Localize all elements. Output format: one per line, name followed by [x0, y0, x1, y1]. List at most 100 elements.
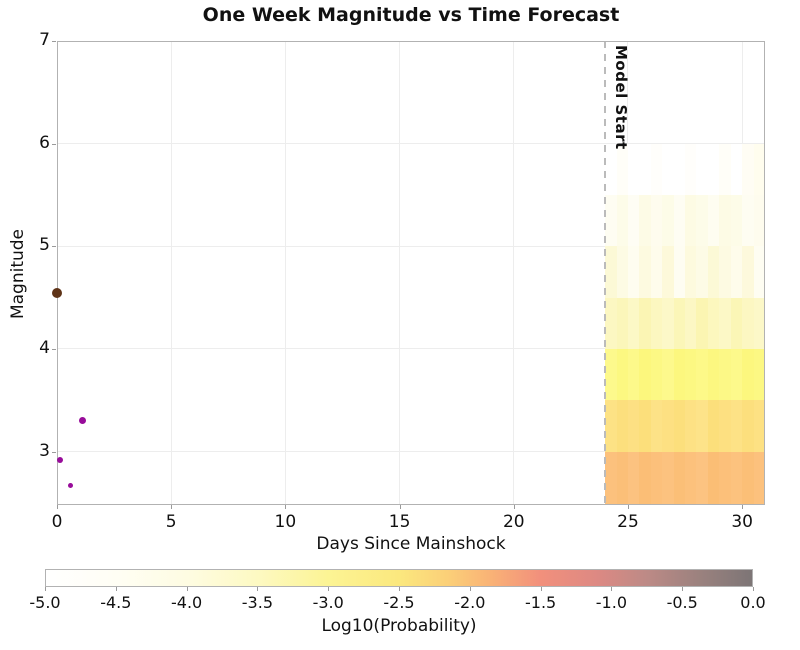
colorbar-tick-mark: [257, 587, 259, 591]
heatmap-cell: [685, 297, 697, 350]
x-tick-mark: [57, 505, 58, 509]
colorbar-tick-mark: [682, 587, 684, 591]
colorbar-tick-mark: [186, 587, 188, 591]
heatmap-cell: [639, 400, 652, 452]
heatmap-cell: [753, 194, 766, 247]
heatmap-cell: [753, 400, 766, 452]
heatmap-cell: [616, 143, 629, 196]
colorbar-tick-mark: [328, 587, 330, 591]
colorbar-tick-label: -4.5: [100, 593, 132, 612]
heatmap-cell: [707, 246, 720, 299]
colorbar-tick-label: -1.0: [595, 593, 627, 612]
x-tick-mark: [742, 505, 744, 509]
heatmap-cell: [673, 297, 686, 350]
scatter-point-aftershock: [57, 456, 64, 463]
grid-line-x: [284, 41, 286, 505]
grid-line-y: [57, 245, 765, 247]
heatmap-cell: [627, 143, 640, 196]
heatmap-cell: [639, 297, 652, 350]
heatmap-cell: [662, 297, 675, 350]
scatter-point-mainshock: [52, 287, 62, 298]
scatter-point-aftershock: [68, 482, 74, 488]
heatmap-cell: [662, 143, 675, 196]
heatmap-cell: [662, 194, 675, 247]
heatmap-cell: [605, 194, 618, 247]
heatmap-cell: [719, 348, 732, 401]
grid-line-y: [57, 348, 765, 350]
y-tick-mark: [52, 348, 56, 350]
scatter-point-aftershock: [78, 417, 86, 425]
colorbar-tick-mark: [540, 587, 542, 591]
heatmap-cell: [639, 246, 652, 299]
colorbar-tick-mark: [45, 587, 46, 591]
colorbar-tick-mark: [611, 587, 613, 591]
heatmap-cell: [627, 194, 640, 247]
heatmap-cell: [673, 400, 686, 452]
heatmap-cell: [627, 451, 640, 506]
heatmap-cell: [627, 348, 640, 401]
heatmap-cell: [650, 143, 663, 196]
heatmap-cell: [742, 194, 755, 247]
grid-line-y: [57, 40, 765, 42]
heatmap-cell: [707, 297, 720, 350]
grid-line-x: [399, 41, 401, 505]
heatmap-cell: [696, 194, 709, 247]
heatmap-cell: [616, 246, 629, 299]
x-tick-label: 30: [731, 512, 753, 532]
heatmap-cell: [650, 400, 663, 452]
heatmap-cell: [616, 451, 629, 506]
heatmap-cell: [616, 400, 629, 452]
heatmap-cell: [662, 451, 675, 506]
colorbar-label: Log10(Probability): [321, 616, 477, 636]
chart-title: One Week Magnitude vs Time Forecast: [202, 4, 620, 26]
x-tick-mark: [627, 505, 629, 509]
x-tick-label: 0: [51, 512, 63, 532]
x-axis-label: Days Since Mainshock: [316, 534, 506, 554]
y-axis-label: Magnitude: [8, 228, 28, 320]
heatmap-cell: [730, 194, 743, 247]
y-tick-label: 6: [39, 132, 50, 153]
colorbar-tick-mark: [115, 587, 117, 591]
y-tick-mark: [52, 143, 56, 145]
heatmap-cell: [696, 348, 709, 401]
colorbar-tick-label: -2.0: [454, 593, 486, 612]
heatmap-cell: [616, 348, 629, 401]
heatmap-cell: [605, 246, 618, 299]
heatmap-cell: [685, 348, 697, 401]
y-tick-mark: [52, 246, 56, 248]
y-tick-mark: [52, 451, 56, 453]
heatmap-cell: [719, 297, 732, 350]
heatmap-cell: [627, 297, 640, 350]
heatmap-cell: [696, 246, 709, 299]
heatmap-cell: [742, 246, 755, 299]
x-tick-mark: [171, 505, 173, 509]
heatmap-cell: [685, 451, 697, 506]
heatmap-cell: [696, 143, 709, 196]
heatmap-cell: [719, 451, 732, 506]
y-tick-label: 7: [39, 30, 50, 50]
heatmap-cell: [605, 297, 618, 350]
heatmap-cell: [673, 194, 686, 247]
heatmap-cell: [662, 348, 675, 401]
heatmap-cell: [753, 143, 766, 196]
heatmap-cell: [673, 246, 686, 299]
grid-line-y: [57, 143, 765, 145]
heatmap-cell: [627, 246, 640, 299]
heatmap-cell: [707, 400, 720, 452]
x-tick-label: 10: [274, 512, 297, 532]
heatmap-cell: [730, 400, 743, 452]
model-start-label: Model Start: [612, 45, 631, 150]
heatmap-cell: [707, 143, 720, 196]
heatmap-cell: [707, 194, 720, 247]
grid-line-y: [57, 451, 765, 453]
colorbar: [45, 569, 753, 587]
heatmap-cell: [719, 400, 732, 452]
colorbar-tick-label: -1.5: [524, 593, 557, 612]
y-tick-mark: [52, 41, 56, 42]
x-tick-mark: [399, 505, 401, 509]
heatmap-cell: [639, 451, 652, 506]
grid-line-x: [170, 41, 172, 505]
y-tick-label: 5: [39, 235, 50, 256]
colorbar-tick-label: -2.5: [383, 593, 415, 612]
